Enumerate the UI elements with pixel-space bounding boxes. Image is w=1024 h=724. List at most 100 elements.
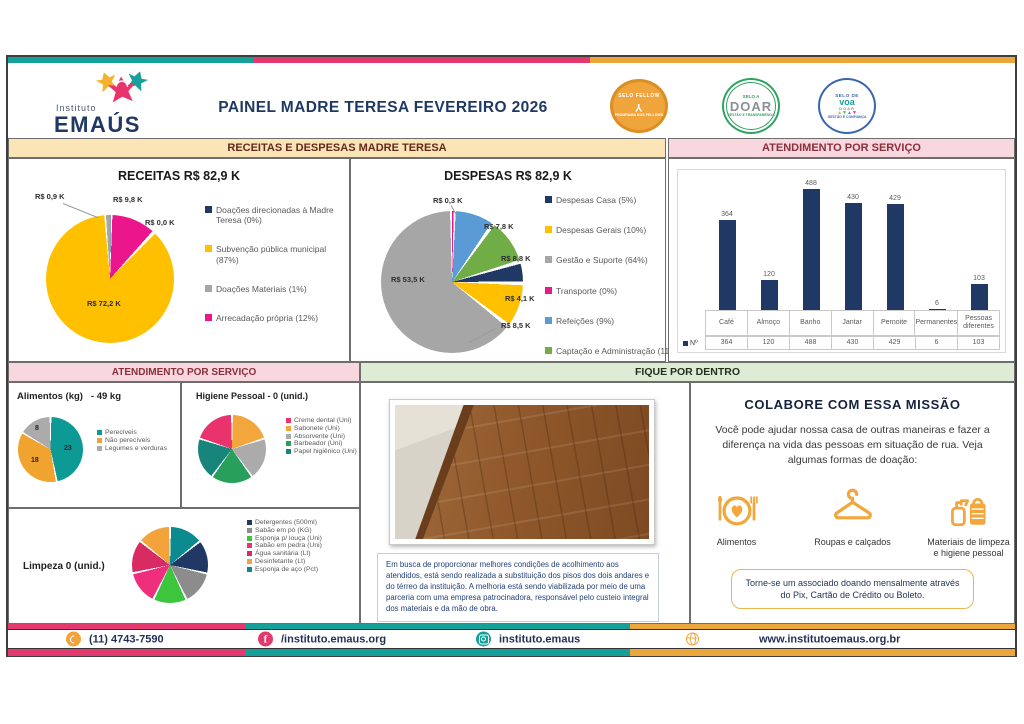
footer-facebook[interactable]: f /instituto.emaus.org: [258, 631, 386, 647]
photo-frame: [389, 399, 655, 545]
panel-despesas: DESPESAS R$ 82,9 K R$ 0,3 K R$ 7,8 K R$ …: [350, 158, 680, 362]
dashboard-frame: Instituto EMAÚS PAINEL MADRE TERESA FEVE…: [6, 55, 1017, 657]
logo-line1: Instituto: [56, 103, 97, 113]
legend-label: Água sanitária (Lt): [255, 550, 311, 558]
legend-swatch: [545, 286, 552, 294]
bar-chart: 364 120 488 430 429 6 103 Café Almoço Banho Janta…: [677, 169, 1006, 353]
section-header-label: ATENDIMENTO POR SERVIÇO: [762, 142, 921, 154]
receitas-title: RECEITAS R$ 82,9 K: [117, 169, 241, 183]
despesas-title: DESPESAS R$ 82,9 K: [444, 169, 572, 183]
facebook-icon: f: [258, 631, 273, 647]
legend-swatch: [545, 196, 552, 203]
legend-item: Sabão em pedra (Uni): [247, 542, 357, 550]
category-cell: Pessoas diferentes: [957, 310, 1000, 336]
bar-value-label: 103: [973, 275, 985, 283]
footer-phone-text: (11) 4743-7590: [89, 633, 164, 645]
instagram-icon: [476, 631, 491, 647]
top-accent-bar: [8, 57, 1015, 63]
phone-icon: [66, 631, 81, 647]
legend-label: Esponja de aço (Pct): [255, 565, 319, 573]
bar: [802, 189, 820, 310]
footer-phone[interactable]: (11) 4743-7590: [66, 631, 164, 647]
accent-teal: [8, 57, 254, 63]
header: Instituto EMAÚS PAINEL MADRE TERESA FEVE…: [8, 63, 1015, 138]
bar: [760, 280, 778, 310]
legend-label: Arrecadação própria (12%): [216, 312, 319, 323]
bar-column: 364: [706, 211, 748, 310]
legend-swatch: [205, 284, 212, 292]
page-title: PAINEL MADRE TERESA FEVEREIRO 2026: [218, 99, 548, 116]
cleaning-supplies-icon: [950, 498, 986, 527]
legend-label: Creme dental (Uni): [294, 417, 352, 424]
legend-item: Esponja de aço (Pct): [247, 566, 357, 574]
bar-value-label: 430: [847, 194, 859, 202]
higiene-title: Higiene Pessoal - 0 (unid.): [196, 391, 309, 401]
legend-label: Refeições (9%): [556, 315, 615, 326]
stripe-teal: [244, 649, 631, 656]
legend-label: Barbeador (Uni): [294, 440, 343, 448]
legend-swatch: [286, 425, 291, 431]
pie-label: R$ 9,8 K: [113, 195, 143, 204]
legend-swatch: [97, 445, 102, 451]
legend-item: Creme dental (Uni): [286, 417, 358, 425]
value-cell: 430: [831, 336, 874, 350]
panel-atendimento-left: ATENDIMENTO POR SERVIÇO Alimentos (kg) -…: [8, 362, 360, 624]
bar-column: 120: [748, 271, 790, 310]
alimentos-legend: Perecíveis Não perecíveis Legumes e verdur…: [97, 429, 167, 452]
category-cell: Pernoite: [872, 310, 916, 336]
donation-roupas: Roupas e calçados: [810, 487, 896, 560]
higiene-legend: Creme dental (Uni) Sabonete (Uni) Absorven…: [286, 417, 358, 456]
fique-text: Em busca de proporcionar melhores condiç…: [377, 553, 659, 622]
category-cell: Café: [705, 310, 748, 336]
bar-value-label: 6: [935, 299, 939, 307]
colabore-title: COLABORE COM ESSA MISSÃO: [744, 397, 961, 412]
footer-website[interactable]: www.institutoemaus.org.br: [686, 632, 900, 646]
globe-icon: [686, 632, 699, 646]
pie-label: R$ 8,5 K: [501, 321, 531, 330]
legend-swatch: [247, 559, 252, 565]
floor-renovation-photo: [395, 405, 649, 539]
footer-band: (11) 4743-7590 f /instituto.emaus.org in…: [8, 629, 1015, 649]
bar: [718, 219, 736, 310]
bar: [844, 203, 862, 310]
accent-amber: [590, 57, 1015, 63]
stripe-teal: [244, 624, 631, 629]
legend-label: Perecíveis: [105, 429, 137, 436]
legend-item: Captação e Administração (11%): [545, 346, 687, 356]
legend-swatch: [205, 313, 212, 321]
panel-atendimento-bar: 364 120 488 430 429 6 103 Café Almoço Banho Janta…: [668, 158, 1015, 362]
legend-item: Papel higiênico (Uni): [286, 448, 358, 456]
value-cell: 364: [705, 336, 748, 350]
donation-label: Roupas e calçados: [814, 537, 891, 547]
legend-label: Absorvente (Uni): [294, 432, 345, 440]
legend-label: Não perecíveis: [105, 436, 151, 444]
panel-higiene: Higiene Pessoal - 0 (unid.) Creme dental…: [181, 382, 360, 508]
limpeza-title: Limpeza 0 (unid.): [23, 561, 105, 572]
legend-label: Sabão em pó (KG): [255, 526, 312, 534]
legend-label: Despesas Gerais (10%): [556, 225, 647, 236]
legend-item: Não perecíveis: [97, 437, 167, 445]
panel-alimentos: Alimentos (kg) - 49 kg 8 23 18 Perecívei…: [8, 382, 181, 508]
category-cell: Jantar: [830, 310, 874, 336]
pie-label: R$ 72,2 K: [87, 299, 121, 308]
legend-label: Detergentes (500ml): [255, 519, 317, 526]
legend-item: Arrecadação própria (12%): [205, 313, 347, 323]
seal-voadoar-top: SELO DE: [835, 92, 859, 98]
footer-instagram[interactable]: instituto.emaus: [476, 631, 580, 647]
category-cell: Permanentes: [914, 310, 959, 336]
stripe-pink: [8, 624, 245, 629]
pie-label: R$ 4,1 K: [505, 294, 535, 303]
footer-top-stripe: [8, 624, 1015, 629]
stripe-amber: [630, 649, 1015, 656]
value-cell: 488: [789, 336, 832, 350]
bar-columns: 364 120 488 430 429 6 103: [706, 172, 1000, 310]
associate-note: Torne-se um associado doando mensalmente…: [731, 569, 974, 610]
bar-column: 488: [790, 180, 832, 310]
pie-label: R$ 53,5 K: [391, 275, 425, 284]
section-header-label: FIQUE POR DENTRO: [634, 366, 740, 378]
legend-item: Despesas Casa (5%): [545, 195, 687, 205]
pie-value: 8: [35, 425, 39, 432]
despesas-legend: Despesas Casa (5%) Despesas Gerais (10%) G…: [545, 195, 687, 376]
bar-column: 430: [832, 194, 874, 310]
legend-item: Doações direcionadas à Madre Teresa (0%): [205, 205, 347, 225]
